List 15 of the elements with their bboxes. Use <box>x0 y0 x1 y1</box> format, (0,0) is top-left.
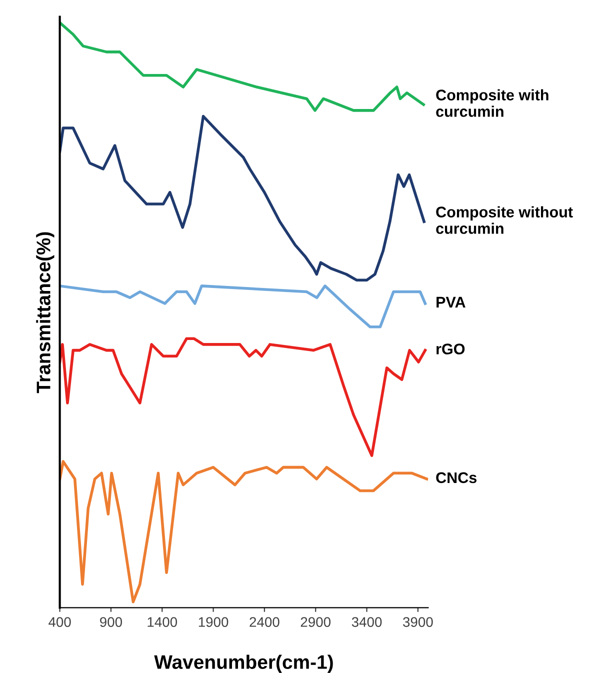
series-label: PVA <box>436 296 466 308</box>
series-label: Composite with curcumin <box>436 89 548 117</box>
series-label: Composite without curcumin <box>436 206 573 234</box>
x-tick-label: 1900 <box>198 617 228 627</box>
x-tick-label: 900 <box>100 617 122 627</box>
series-label: CNCs <box>436 472 477 484</box>
x-tick-label: 3900 <box>403 617 433 627</box>
x-tick-label: 2400 <box>250 617 280 627</box>
y-axis-title: Transmittance(%) <box>36 232 54 394</box>
x-tick-label: 1400 <box>148 617 178 627</box>
x-tick-label: 2900 <box>300 617 331 627</box>
x-tick-label: 3400 <box>352 617 382 627</box>
series-label: rGO <box>436 344 465 354</box>
x-axis-title: Wavenumber(cm-1) <box>154 654 333 673</box>
x-tick-label: 400 <box>48 617 71 627</box>
